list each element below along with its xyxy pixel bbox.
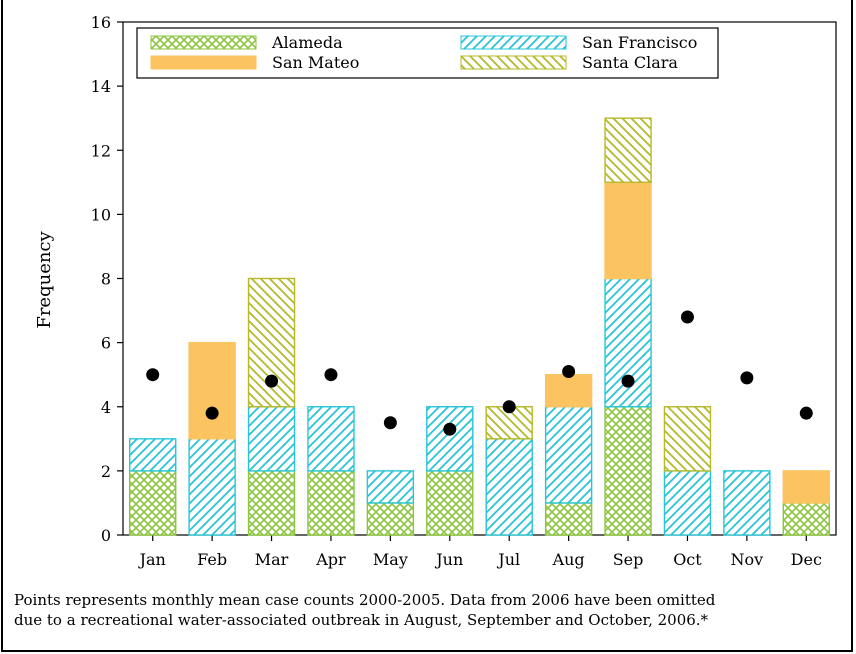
mean-point <box>265 374 279 388</box>
x-tick-label: Apr <box>315 550 346 569</box>
bar-segment-alameda <box>307 470 355 536</box>
bar-segment-san-francisco <box>426 406 474 472</box>
y-tick-label: 16 <box>91 13 111 32</box>
x-tick-label: Dec <box>791 550 822 569</box>
x-tick-label: Jan <box>138 550 166 569</box>
mean-point <box>562 364 576 378</box>
bar-segment-san-mateo <box>544 373 593 408</box>
legend-swatch <box>150 55 257 70</box>
x-tick-label: Aug <box>552 550 585 569</box>
mean-point <box>680 310 694 324</box>
bar-segment-san-mateo <box>782 470 830 504</box>
y-tick-label: 4 <box>101 398 111 417</box>
x-tick-label: Nov <box>731 550 764 569</box>
x-tick-label: Sep <box>613 550 644 569</box>
bar-segment-alameda <box>247 470 296 536</box>
y-tick-label: 8 <box>101 270 111 289</box>
bar-segment-san-mateo <box>188 341 236 440</box>
bar-segment-alameda <box>604 406 652 536</box>
bar-segment-santa-clara <box>604 117 652 184</box>
legend-label: San Francisco <box>582 33 697 52</box>
bar-segment-alameda <box>544 502 593 536</box>
y-tick-label: 10 <box>91 205 111 224</box>
mean-point <box>740 371 754 385</box>
legend: Alameda San Francisco San Mateo Santa Clara <box>136 27 719 79</box>
y-tick-label: 0 <box>101 526 111 545</box>
bars <box>129 117 830 536</box>
y-tick-label: 12 <box>91 141 111 160</box>
legend-swatch <box>460 35 567 50</box>
bar-segment-san-francisco <box>366 470 415 504</box>
bar-segment-san-francisco <box>485 438 533 536</box>
bar-segment-san-francisco <box>723 470 771 536</box>
mean-point <box>799 406 813 420</box>
mean-point <box>383 416 397 430</box>
caption-line-1: Points represents monthly mean case coun… <box>14 591 716 609</box>
bar-segment-alameda <box>426 470 474 536</box>
y-tick-label: 6 <box>101 334 111 353</box>
bar-segment-san-francisco <box>663 470 712 536</box>
x-tick-label: May <box>373 550 408 569</box>
mean-point <box>205 406 219 420</box>
mean-point <box>621 374 635 388</box>
bar-segment-san-francisco <box>188 438 236 536</box>
bar-segment-san-francisco <box>129 438 177 472</box>
legend-label: Alameda <box>271 33 343 52</box>
x-tick-label: Oct <box>673 550 702 569</box>
bar-segment-san-francisco <box>247 406 296 472</box>
x-tick-label: Mar <box>255 550 289 569</box>
mean-point <box>502 400 516 414</box>
stacked-bar-chart: 0 2 4 6 8 10 12 14 16 Jan Feb Mar Apr May Jun Jul Aug Sep… <box>34 13 837 569</box>
bar-segment-san-francisco <box>544 406 593 504</box>
y-tick-label: 14 <box>91 77 111 96</box>
mean-point <box>324 368 338 382</box>
bar-segment-alameda <box>782 502 830 536</box>
mean-point <box>443 422 457 436</box>
x-tick-label: Jun <box>434 550 463 569</box>
legend-label: San Mateo <box>272 53 359 72</box>
caption-line-2: due to a recreational water-associated o… <box>14 611 709 629</box>
bar-segment-san-mateo <box>604 181 652 280</box>
axes: 0 2 4 6 8 10 12 14 16 Jan Feb Mar Apr May Jun Jul Aug Sep… <box>91 13 837 569</box>
bar-segment-alameda <box>366 502 415 536</box>
y-tick-label: 2 <box>101 462 111 481</box>
bar-segment-santa-clara <box>663 406 712 472</box>
legend-label: Santa Clara <box>582 53 678 72</box>
mean-points <box>146 310 813 436</box>
x-tick-label: Jul <box>496 550 520 569</box>
legend-swatch <box>460 55 567 70</box>
bar-segment-san-francisco <box>307 406 355 472</box>
caption: Points represents monthly mean case coun… <box>14 590 844 630</box>
x-tick-label: Feb <box>197 550 227 569</box>
legend-swatch <box>150 35 257 50</box>
mean-point <box>146 368 160 382</box>
y-axis-label: Frequency <box>34 230 55 328</box>
bar-segment-alameda <box>129 470 177 536</box>
